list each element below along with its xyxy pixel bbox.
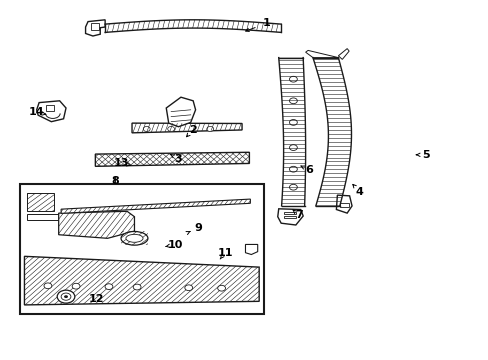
Polygon shape bbox=[24, 256, 259, 305]
Bar bbox=[339, 203, 348, 207]
Polygon shape bbox=[132, 123, 242, 133]
Ellipse shape bbox=[125, 234, 142, 242]
Text: 1: 1 bbox=[262, 18, 270, 28]
Circle shape bbox=[289, 166, 297, 172]
Circle shape bbox=[57, 290, 75, 303]
Text: 7: 7 bbox=[295, 210, 303, 220]
Circle shape bbox=[72, 283, 80, 289]
Circle shape bbox=[289, 76, 297, 82]
Text: 8: 8 bbox=[111, 176, 119, 186]
Bar bbox=[27, 214, 59, 220]
Bar bbox=[27, 193, 54, 211]
Circle shape bbox=[184, 285, 192, 291]
Polygon shape bbox=[336, 195, 351, 213]
Circle shape bbox=[64, 295, 68, 298]
Bar bbox=[283, 212, 295, 214]
Text: 9: 9 bbox=[194, 222, 202, 233]
Text: 11: 11 bbox=[217, 248, 232, 258]
Ellipse shape bbox=[121, 231, 147, 245]
Circle shape bbox=[217, 285, 225, 291]
Text: 14: 14 bbox=[29, 107, 44, 117]
Circle shape bbox=[44, 283, 52, 289]
Bar bbox=[46, 105, 54, 111]
Circle shape bbox=[167, 126, 174, 131]
Circle shape bbox=[289, 145, 297, 150]
Polygon shape bbox=[85, 20, 105, 36]
Polygon shape bbox=[95, 152, 249, 166]
Bar bbox=[91, 23, 99, 30]
Text: 4: 4 bbox=[355, 186, 363, 197]
Circle shape bbox=[206, 126, 213, 131]
Circle shape bbox=[289, 98, 297, 104]
Bar bbox=[20, 184, 264, 314]
Text: 6: 6 bbox=[305, 165, 312, 175]
Polygon shape bbox=[37, 101, 66, 122]
Polygon shape bbox=[245, 244, 257, 255]
Polygon shape bbox=[305, 50, 338, 58]
Text: 5: 5 bbox=[422, 150, 429, 160]
Text: 2: 2 bbox=[189, 125, 197, 135]
Polygon shape bbox=[61, 199, 250, 213]
Text: 13: 13 bbox=[113, 158, 129, 168]
Polygon shape bbox=[338, 49, 348, 59]
Polygon shape bbox=[166, 97, 195, 127]
Text: 3: 3 bbox=[174, 154, 182, 164]
Text: 10: 10 bbox=[167, 240, 183, 250]
Circle shape bbox=[289, 120, 297, 125]
Circle shape bbox=[61, 293, 71, 300]
Circle shape bbox=[289, 184, 297, 190]
Circle shape bbox=[143, 126, 150, 131]
Polygon shape bbox=[59, 211, 134, 238]
Bar bbox=[283, 216, 295, 218]
Polygon shape bbox=[277, 209, 303, 225]
Text: 12: 12 bbox=[89, 294, 104, 304]
Circle shape bbox=[133, 284, 141, 290]
Circle shape bbox=[105, 284, 113, 289]
